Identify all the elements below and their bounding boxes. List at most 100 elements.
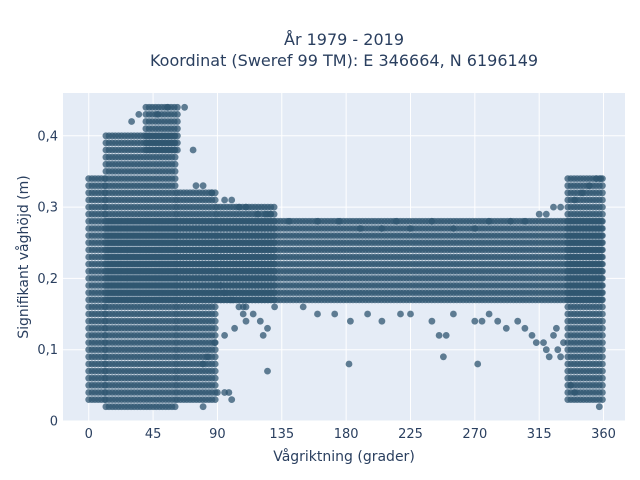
scatter-point [225, 389, 233, 396]
scatter-point [174, 132, 181, 140]
scatter-point [599, 282, 606, 289]
scatter-point [221, 332, 229, 339]
scatter-point [345, 360, 353, 368]
scatter-point [557, 203, 564, 211]
scatter-point [239, 310, 247, 318]
scatter-point [599, 239, 606, 247]
scatter-point [378, 317, 386, 325]
scatter-point [264, 324, 271, 332]
x-tick-label: 360 [591, 427, 616, 442]
scatter-point [270, 225, 278, 232]
scatter-point [535, 210, 543, 218]
scatter-point [599, 381, 606, 389]
scatter-point [174, 111, 181, 118]
scatter-point [599, 324, 606, 332]
scatter-point [357, 225, 364, 232]
scatter-point [174, 103, 181, 111]
scatter-point [407, 310, 414, 318]
scatter-point [599, 374, 606, 382]
scatter-point [242, 203, 250, 211]
scatter-point [595, 403, 603, 411]
scatter-point [599, 367, 606, 375]
scatter-point [557, 353, 564, 361]
scatter-point [211, 324, 219, 332]
scatter-point [599, 203, 606, 211]
markers [85, 103, 606, 411]
scatter-point [211, 396, 219, 403]
scatter-point [392, 217, 400, 225]
scatter-point [599, 360, 606, 368]
scatter-point [135, 111, 143, 118]
y-tick-label: 0,3 [37, 201, 58, 216]
scatter-point [571, 389, 579, 396]
scatter-point [599, 303, 606, 311]
scatter-point [540, 339, 547, 346]
scatter-point [128, 118, 136, 125]
scatter-point [599, 260, 606, 268]
scatter-point [347, 317, 354, 325]
scatter-point [164, 103, 171, 111]
scatter-point [270, 203, 278, 211]
scatter-point [471, 317, 479, 325]
scatter-point [211, 346, 219, 354]
scatter-point [528, 332, 536, 339]
scatter-point [407, 225, 414, 232]
scatter-point [192, 182, 200, 190]
scatter-point [174, 139, 181, 147]
scatter-point [270, 239, 278, 247]
scatter-point [171, 175, 179, 183]
scatter-point [228, 396, 236, 403]
scatter-point [331, 310, 339, 318]
scatter-point [599, 310, 606, 318]
scatter-point [502, 324, 510, 332]
scatter-point [554, 346, 562, 354]
y-tick-label: 0,4 [37, 129, 58, 144]
scatter-point [599, 253, 606, 261]
scatter-point [270, 260, 278, 268]
scatter-point [314, 217, 321, 225]
scatter-point [211, 332, 219, 339]
scatter-point [378, 225, 386, 232]
scatter-point [211, 196, 219, 204]
scatter-point [435, 332, 443, 339]
scatter-point [270, 246, 278, 254]
scatter-point [239, 303, 247, 311]
scatter-point [478, 317, 486, 325]
y-tick-label: 0,2 [37, 272, 58, 287]
scatter-point [270, 217, 278, 225]
x-tick-label: 225 [398, 427, 423, 442]
scatter-point [542, 210, 550, 218]
x-tick-label: 135 [269, 427, 294, 442]
scatter-point [171, 182, 179, 190]
tick-labels: 0 45 90 135 180 225 270 315 360 0 0,1 0,2 0,3 0,4 [37, 129, 616, 442]
scatter-point [171, 160, 179, 168]
scatter-point [270, 275, 278, 282]
x-tick-label: 90 [209, 427, 226, 442]
scatter-point [314, 310, 321, 318]
scatter-point [199, 360, 207, 368]
scatter-point [550, 203, 557, 211]
scatter-point [578, 189, 586, 197]
scatter-point [599, 232, 606, 240]
scatter-point [211, 381, 219, 389]
scatter-point [221, 289, 229, 297]
chart-title-line-2: Koordinat (Sweref 99 TM): E 346664, N 61… [150, 51, 538, 70]
scatter-point [545, 353, 553, 361]
scatter-point [599, 353, 606, 361]
scatter-point [270, 282, 278, 289]
scatter-point [599, 396, 606, 403]
scatter-point [440, 353, 447, 361]
scatter-point [550, 332, 557, 339]
scatter-point [211, 367, 219, 375]
scatter-point [553, 324, 560, 332]
scatter-point [270, 232, 278, 240]
scatter-point [599, 332, 606, 339]
scatter-point [214, 389, 221, 396]
scatter-point [599, 267, 606, 275]
scatter-point [204, 353, 211, 361]
y-tick-label: 0,1 [37, 343, 58, 358]
scatter-point [599, 225, 606, 232]
scatter-point [249, 310, 257, 318]
